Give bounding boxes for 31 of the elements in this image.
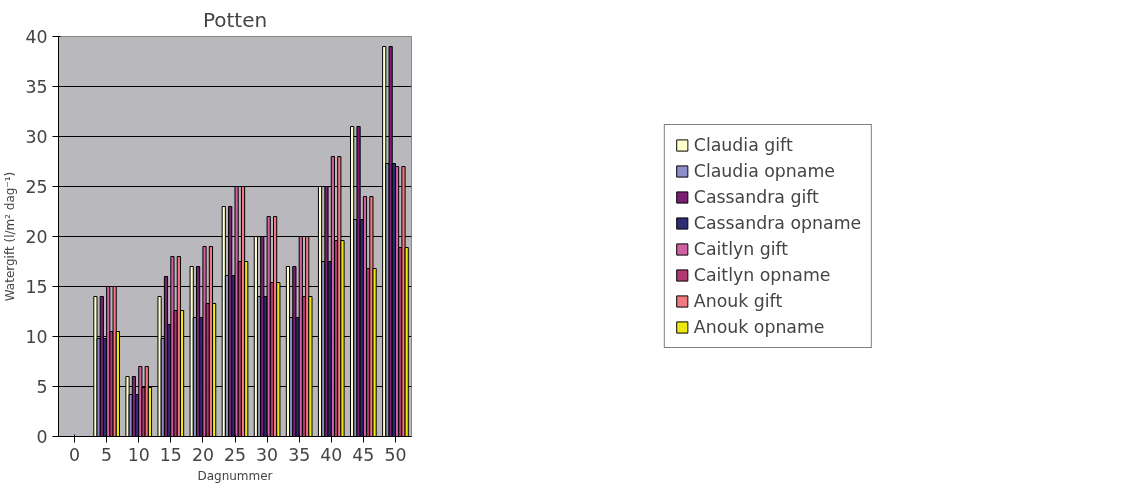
legend-label: Cassandra opname bbox=[693, 213, 862, 233]
y-tick-label: 35 bbox=[25, 77, 48, 97]
x-tick-label: 0 bbox=[69, 444, 81, 465]
chart-title: Potten bbox=[202, 7, 268, 32]
x-tick-label: 35 bbox=[288, 444, 311, 465]
x-axis-title: Dagnummer bbox=[197, 468, 273, 483]
legend-label: Cassandra gift bbox=[693, 187, 819, 207]
x-tick-label: 40 bbox=[320, 444, 343, 465]
legend-label: Claudia gift bbox=[693, 135, 793, 155]
x-tick-label: 10 bbox=[127, 444, 150, 465]
x-tick-label: 25 bbox=[223, 444, 247, 465]
x-tick-label: 15 bbox=[159, 444, 182, 465]
legend-label: Anouk gift bbox=[693, 291, 783, 311]
y-axis-title: Watergift (l/m² dag⁻¹) bbox=[3, 171, 18, 302]
legend-label: Caitlyn opname bbox=[693, 265, 831, 285]
x-tick-label: 45 bbox=[352, 444, 375, 465]
x-tick-label: 5 bbox=[101, 444, 113, 465]
y-tick-label: 10 bbox=[25, 327, 48, 347]
y-tick-label: 0 bbox=[36, 427, 48, 447]
legend-label: Claudia opname bbox=[693, 161, 836, 181]
legend-label: Anouk opname bbox=[693, 317, 825, 337]
x-tick-label: 30 bbox=[256, 444, 279, 465]
x-tick-label: 50 bbox=[384, 444, 407, 465]
y-tick-label: 5 bbox=[36, 377, 48, 397]
x-tick-label: 20 bbox=[191, 444, 214, 465]
y-tick-label: 40 bbox=[25, 27, 48, 47]
y-tick-label: 30 bbox=[25, 127, 48, 147]
y-tick-label: 25 bbox=[25, 177, 48, 197]
legend-label: Caitlyn gift bbox=[693, 239, 789, 259]
y-tick-label: 15 bbox=[25, 277, 48, 297]
y-tick-label: 20 bbox=[25, 227, 48, 247]
